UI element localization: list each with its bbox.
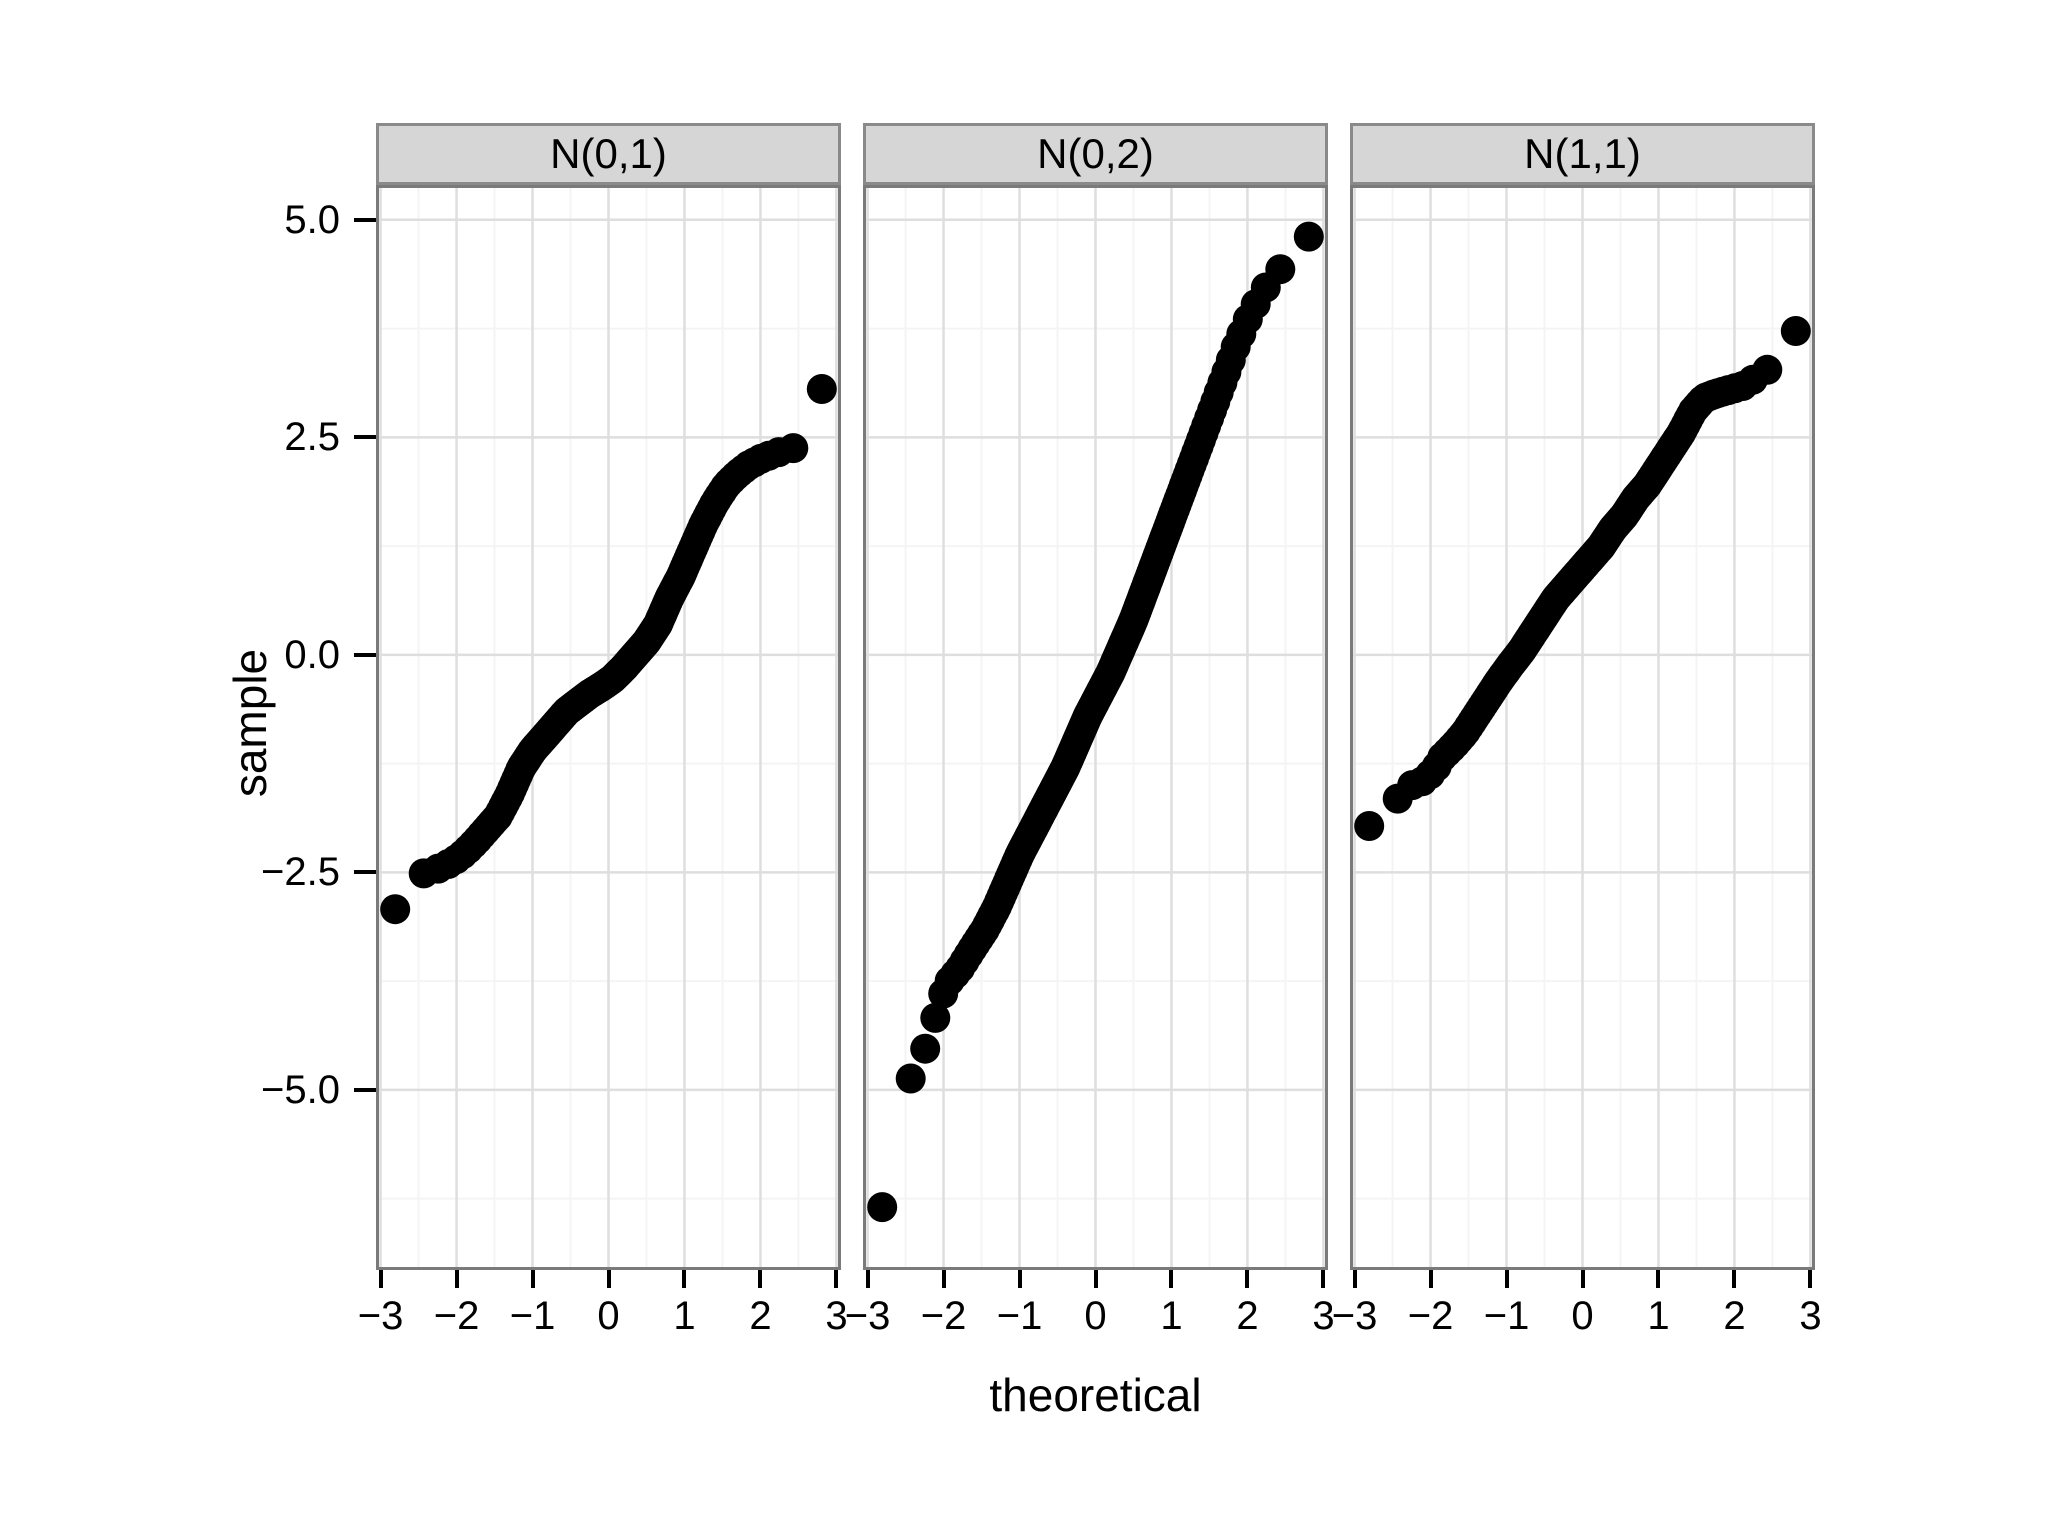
data-point — [1752, 354, 1783, 385]
facet-strip-label: N(0,1) — [550, 130, 667, 177]
x-tick-mark — [1245, 1270, 1250, 1288]
y-tick-mark — [354, 217, 376, 222]
facet-panel-n11 — [1350, 185, 1815, 1270]
x-tick-mark — [378, 1270, 383, 1288]
x-tick-mark — [1428, 1270, 1433, 1288]
x-tick-label: −1 — [996, 1294, 1043, 1338]
y-tick-mark — [354, 652, 376, 657]
data-point — [910, 1033, 941, 1064]
x-tick-mark — [1017, 1270, 1022, 1288]
x-tick-label: −1 — [1483, 1294, 1530, 1338]
qq-scatter-n11 — [1350, 185, 1815, 1270]
x-tick-mark — [834, 1270, 839, 1288]
x-tick-mark — [865, 1270, 870, 1288]
data-point — [1780, 316, 1811, 346]
x-tick-mark — [1656, 1270, 1661, 1288]
x-tick-label: 1 — [673, 1294, 696, 1338]
x-tick-mark — [530, 1270, 535, 1288]
x-tick-mark — [1732, 1270, 1737, 1288]
x-tick-label: 2 — [749, 1294, 772, 1338]
data-point — [1354, 811, 1385, 841]
y-tick-mark — [354, 870, 376, 875]
x-tick-mark — [1808, 1270, 1813, 1288]
data-point — [1265, 254, 1296, 285]
qq-scatter-n02 — [863, 185, 1328, 1270]
x-tick-mark — [1352, 1270, 1357, 1288]
x-tick-mark — [454, 1270, 459, 1288]
facet-strip-n11: N(1,1) — [1350, 123, 1815, 185]
facet-strip-n01: N(0,1) — [376, 123, 841, 185]
data-point — [778, 433, 809, 464]
data-point — [867, 1192, 898, 1223]
x-tick-label: 2 — [1236, 1294, 1259, 1338]
x-tick-label: 1 — [1647, 1294, 1670, 1338]
x-tick-label: 0 — [1571, 1294, 1594, 1338]
x-tick-mark — [682, 1270, 687, 1288]
x-tick-label: 3 — [825, 1294, 848, 1338]
data-point — [806, 374, 837, 404]
x-tick-mark — [1504, 1270, 1509, 1288]
x-tick-label: 3 — [1799, 1294, 1822, 1338]
panel-border — [376, 185, 841, 1270]
x-tick-label: −3 — [844, 1294, 891, 1338]
x-tick-label: 1 — [1160, 1294, 1183, 1338]
y-tick-label: 5.0 — [284, 197, 340, 242]
x-tick-mark — [1321, 1270, 1326, 1288]
qq-scatter-n01 — [376, 185, 841, 1270]
x-tick-label: −2 — [920, 1294, 967, 1338]
y-tick-label: −2.5 — [261, 850, 340, 895]
x-tick-label: −3 — [357, 1294, 404, 1338]
facet-strip-label: N(1,1) — [1524, 130, 1641, 177]
facet-strip-label: N(0,2) — [1037, 130, 1154, 177]
x-tick-mark — [941, 1270, 946, 1288]
data-point — [920, 1002, 951, 1033]
facet-panel-n01 — [376, 185, 841, 1270]
panel-border — [1350, 185, 1815, 1270]
panel-border — [863, 185, 1328, 1270]
x-tick-label: 0 — [597, 1294, 620, 1338]
y-tick-label: 0.0 — [284, 632, 340, 677]
x-tick-label: 2 — [1723, 1294, 1746, 1338]
x-tick-mark — [1169, 1270, 1174, 1288]
x-tick-label: −1 — [509, 1294, 556, 1338]
x-tick-mark — [758, 1270, 763, 1288]
x-tick-label: −2 — [1407, 1294, 1454, 1338]
x-tick-mark — [1580, 1270, 1585, 1288]
x-tick-label: 0 — [1084, 1294, 1107, 1338]
data-point — [380, 894, 411, 925]
facet-panel-n02 — [863, 185, 1328, 1270]
x-tick-mark — [1093, 1270, 1098, 1288]
y-tick-mark — [354, 435, 376, 440]
x-axis-title: theoretical — [989, 1369, 1202, 1421]
x-tick-label: 3 — [1312, 1294, 1335, 1338]
data-point — [1293, 221, 1324, 252]
facet-strip-n02: N(0,2) — [863, 123, 1328, 185]
y-tick-label: 2.5 — [284, 415, 340, 460]
y-tick-label: −5.0 — [261, 1067, 340, 1112]
x-tick-label: −2 — [433, 1294, 480, 1338]
x-tick-label: −3 — [1331, 1294, 1378, 1338]
data-point — [895, 1063, 926, 1094]
x-tick-mark — [606, 1270, 611, 1288]
y-tick-mark — [354, 1087, 376, 1092]
